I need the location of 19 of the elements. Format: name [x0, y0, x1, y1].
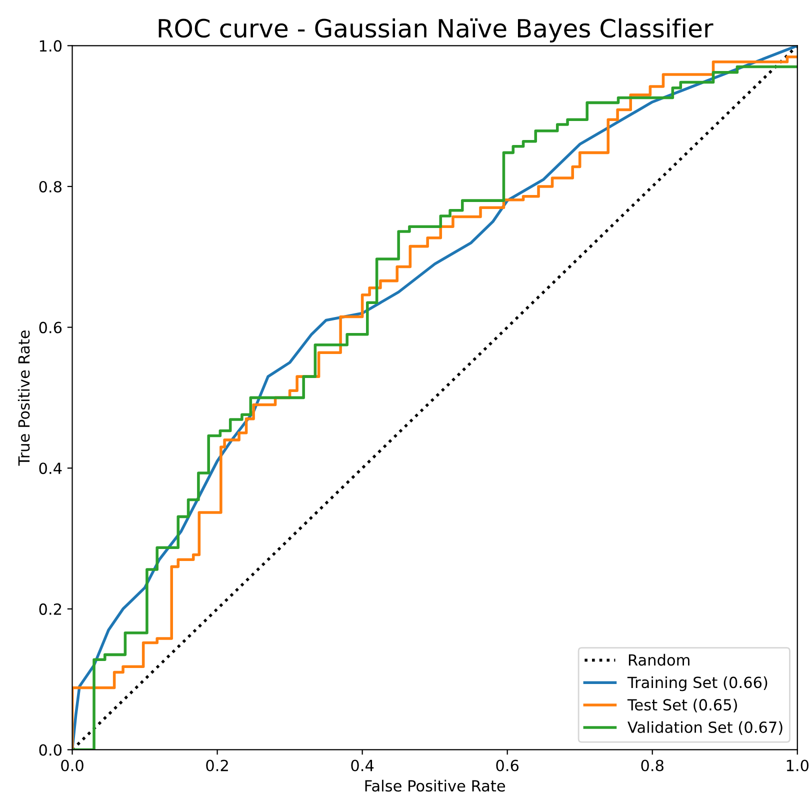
y-tick-label: 0.4 [39, 462, 62, 474]
legend-label: Random [628, 654, 690, 666]
y-tick-label: 0.6 [39, 322, 62, 334]
y-tick-label: 0.8 [39, 180, 62, 192]
legend-label: Training Set (0.66) [627, 676, 768, 692]
y-axis-title: True Positive Rate [18, 330, 30, 466]
x-tick-label: 0.0 [61, 760, 84, 772]
y-tick-label: 0.2 [39, 603, 62, 615]
x-tick-label: 0.6 [496, 760, 519, 772]
y-tick-label: 1.0 [40, 40, 62, 52]
y-tick-label: 0.0 [39, 744, 62, 756]
x-tick-label: 1.0 [786, 760, 809, 772]
legend-label: Test Set (0.65) [627, 698, 737, 712]
x-axis-title: False Positive Rate [365, 780, 506, 792]
chart-title: ROC curve - Gaussian Naïve Bayes Classifier [158, 18, 714, 43]
x-tick-label: 0.8 [641, 760, 664, 772]
x-tick-label: 0.2 [206, 760, 228, 772]
legend-label: Validation Set (0.67) [628, 721, 782, 735]
x-tick-label: 0.4 [351, 760, 374, 772]
